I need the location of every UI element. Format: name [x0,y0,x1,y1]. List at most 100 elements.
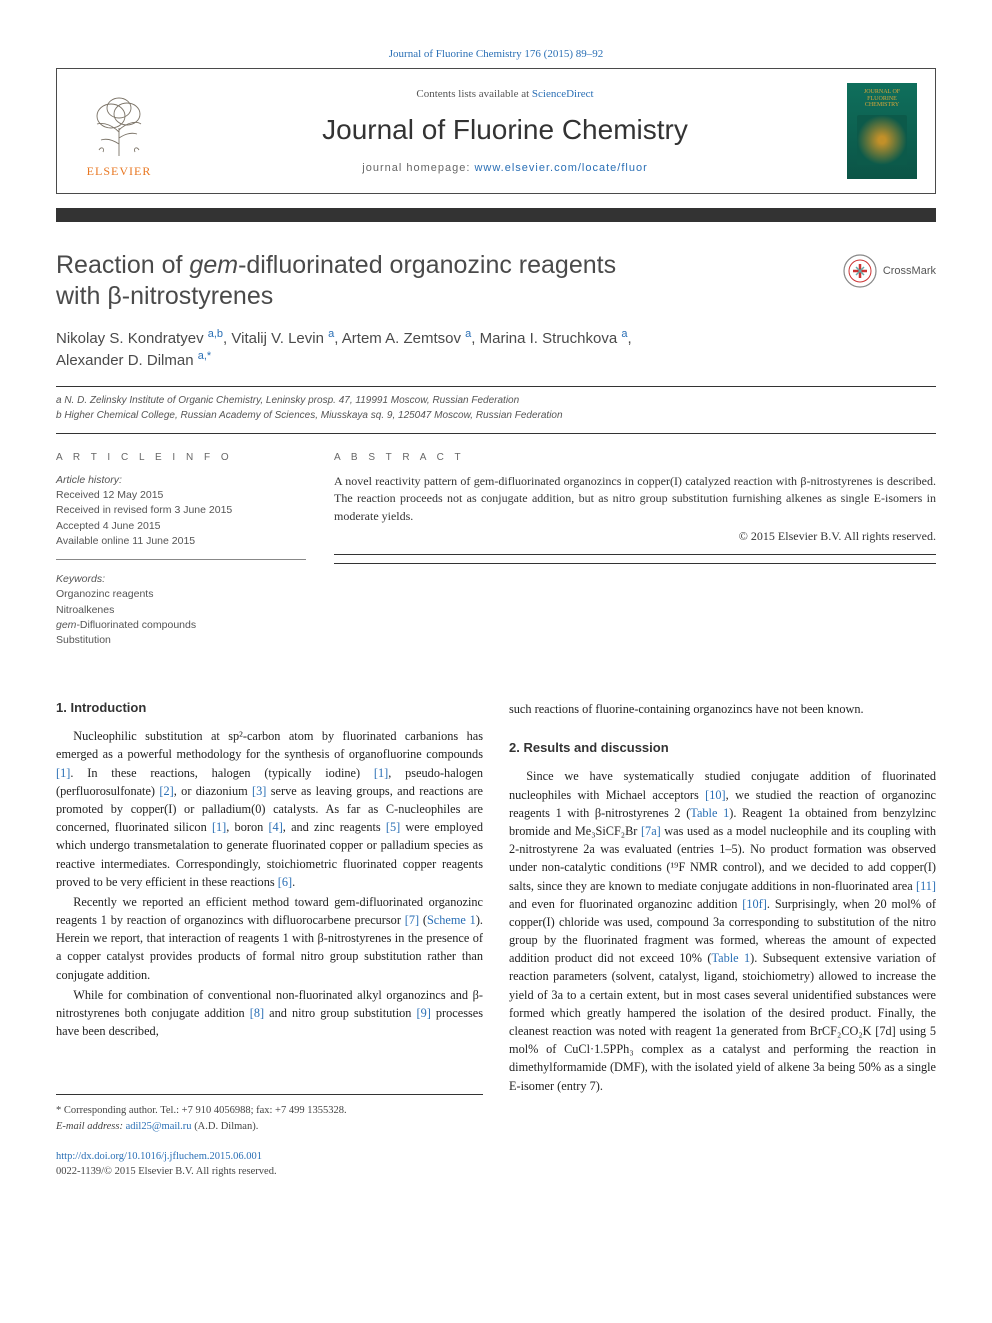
ref-2[interactable]: [2] [159,784,173,798]
crossmark-text: CrossMark [883,265,936,277]
author-1: Nikolay S. Kondratyev [56,330,204,347]
ref-1a[interactable]: [1] [56,766,70,780]
ref-11[interactable]: [11] [916,879,936,893]
title-part-2: -difluorinated organozinc reagents [238,251,616,279]
ref-1b[interactable]: [1] [374,766,388,780]
affiliations: a N. D. Zelinsky Institute of Organic Ch… [56,386,936,423]
doi-link[interactable]: http://dx.doi.org/10.1016/j.jfluchem.201… [56,1151,262,1162]
section-2-heading: 2. Results and discussion [509,740,936,755]
email-label: E-mail address: [56,1121,126,1132]
footnote-email-line: E-mail address: adil25@mail.ru (A.D. Dil… [56,1119,483,1134]
mid-rule [56,433,936,434]
abstract-text: A novel reactivity pattern of gem-difluo… [334,473,936,525]
ref-5[interactable]: [5] [386,820,400,834]
keyword-4: Substitution [56,633,306,648]
keyword-2: Nitroalkenes [56,603,306,618]
left-column: 1. Introduction Nucleophilic substitutio… [56,700,483,1179]
ref-8[interactable]: [8] [250,1006,264,1020]
ref-9[interactable]: [9] [416,1006,430,1020]
cover-art [857,115,907,165]
author-1-aff[interactable]: a,b [208,328,223,340]
footnote-star: * Corresponding author. Tel.: +7 910 405… [56,1103,483,1118]
p1-text-i: . [292,875,295,889]
doi-block: http://dx.doi.org/10.1016/j.jfluchem.201… [56,1150,483,1179]
abstract-label: A B S T R A C T [334,452,936,463]
header-center: Contents lists available at ScienceDirec… [181,88,829,174]
author-4: Marina I. Struchkova [480,330,618,347]
info-abstract-row: A R T I C L E I N F O Article history: R… [56,452,936,648]
p5-text-e: and even for fluorinated organozinc addi… [509,897,742,911]
affiliation-a: a N. D. Zelinsky Institute of Organic Ch… [56,393,936,408]
paragraph-2: Recently we reported an efficient method… [56,893,483,984]
author-3: Artem A. Zemtsov [342,330,461,347]
journal-name: Journal of Fluorine Chemistry [181,114,829,146]
history-revised: Received in revised form 3 June 2015 [56,503,306,518]
citation-line[interactable]: Journal of Fluorine Chemistry 176 (2015)… [56,48,936,60]
ref-7a[interactable]: [7a] [641,824,661,838]
author-5: Alexander D. Dilman [56,352,194,369]
homepage-prefix: journal homepage: [362,162,474,174]
history-block: Article history: Received 12 May 2015 Re… [56,473,306,560]
journal-cover-thumb[interactable]: JOURNAL OF FLUORINE CHEMISTRY [847,83,917,179]
paragraph-3: While for combination of conventional no… [56,986,483,1041]
journal-header-box: ELSEVIER Contents lists available at Sci… [56,68,936,194]
author-2-aff[interactable]: a [328,328,334,340]
keywords-label: Keywords: [56,572,306,587]
contents-prefix: Contents lists available at [416,88,531,100]
abstract-box: A novel reactivity pattern of gem-difluo… [334,473,936,555]
title-row: Reaction of gem-difluorinated organozinc… [56,250,936,313]
ref-10f[interactable]: [10f] [742,897,767,911]
p1-text-g: , and zinc reagents [283,820,386,834]
affiliation-b: b Higher Chemical College, Russian Acade… [56,408,936,423]
right-column: such reactions of fluorine-containing or… [509,700,936,1179]
elsevier-logo[interactable]: ELSEVIER [75,83,163,179]
paragraph-1: Nucleophilic substitution at sp²-carbon … [56,727,483,891]
author-3-aff[interactable]: a [465,328,471,340]
p5-text-g: ). Subsequent extensive variation of rea… [509,951,936,1092]
ref-10[interactable]: [10] [705,788,726,802]
email-link[interactable]: adil25@mail.ru [126,1121,192,1132]
author-4-aff[interactable]: a [621,328,627,340]
p1-text-d: , or diazonium [174,784,252,798]
keyword-3-italic: gem [56,619,76,631]
title-part-3: with β-nitrostyrenes [56,282,273,310]
ref-3[interactable]: [3] [252,784,266,798]
p2-text-b: ( [419,913,427,927]
homepage-link[interactable]: www.elsevier.com/locate/fluor [474,162,647,174]
title-italic: gem [189,251,238,279]
thick-rule [56,208,936,222]
contents-line: Contents lists available at ScienceDirec… [181,88,829,100]
p1-text-b: . In these reactions, halogen (typically… [70,766,374,780]
cover-label-1: JOURNAL OF [864,89,900,96]
elsevier-wordmark: ELSEVIER [87,164,152,179]
corresponding-author-footnote: * Corresponding author. Tel.: +7 910 405… [56,1094,483,1133]
paragraph-4: such reactions of fluorine-containing or… [509,700,936,718]
ref-1c[interactable]: [1] [212,820,226,834]
p1-text-a: Nucleophilic substitution at sp²-carbon … [56,729,483,761]
p1-text-f: , boron [226,820,268,834]
paragraph-5: Since we have systematically studied con… [509,767,936,1094]
abstract-block: A B S T R A C T A novel reactivity patte… [334,452,936,648]
ref-6[interactable]: [6] [278,875,292,889]
p3-text-b: and nitro group substitution [264,1006,416,1020]
ref-4[interactable]: [4] [268,820,282,834]
history-accepted: Accepted 4 June 2015 [56,519,306,534]
email-suffix: (A.D. Dilman). [192,1121,259,1132]
sciencedirect-link[interactable]: ScienceDirect [532,88,594,100]
scheme-1-link[interactable]: Scheme 1 [427,913,476,927]
crossmark-badge[interactable]: CrossMark [843,254,936,288]
author-2: Vitalij V. Levin [231,330,324,347]
author-5-star[interactable]: * [207,350,211,362]
authors: Nikolay S. Kondratyev a,b, Vitalij V. Le… [56,327,936,373]
ref-7[interactable]: [7] [405,913,419,927]
author-5-aff[interactable]: a, [198,350,207,362]
table-1-link-b[interactable]: Table 1 [711,951,750,965]
page: Journal of Fluorine Chemistry 176 (2015)… [0,0,992,1219]
article-info: A R T I C L E I N F O Article history: R… [56,452,306,648]
homepage-line: journal homepage: www.elsevier.com/locat… [181,162,829,174]
history-label: Article history: [56,473,306,488]
keyword-3: gem-Difluorinated compounds [56,618,306,633]
crossmark-icon [843,254,877,288]
table-1-link-a[interactable]: Table 1 [690,806,729,820]
cover-label-3: CHEMISTRY [865,102,899,109]
